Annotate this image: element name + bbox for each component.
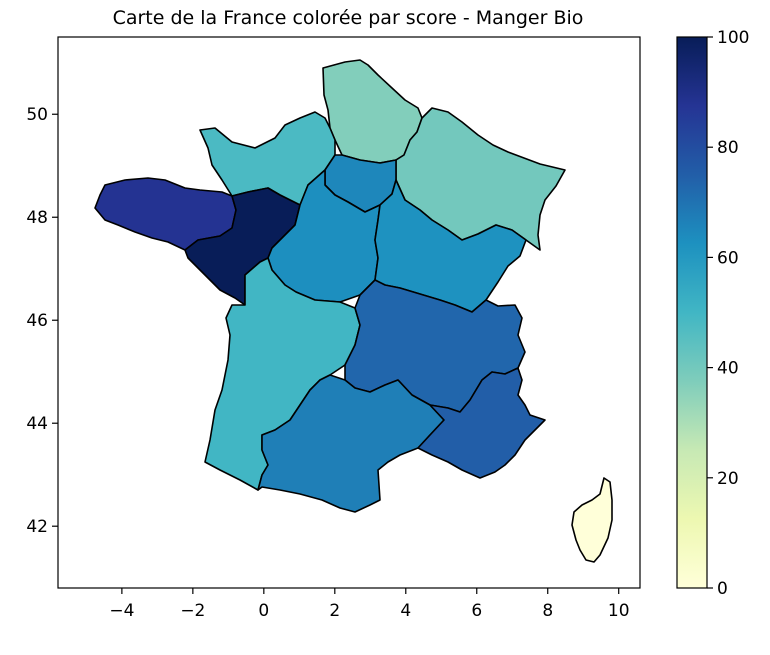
colorbar-tick-label: 100 xyxy=(717,28,749,48)
colorbar-tick-label: 60 xyxy=(717,248,739,268)
colorbar-gradient xyxy=(677,37,707,588)
colorbar: 0 20 40 60 80 100 xyxy=(676,28,749,599)
y-tick-label: 48 xyxy=(26,208,48,228)
y-axis-ticks: 42 44 46 48 50 xyxy=(26,105,58,537)
y-tick-label: 50 xyxy=(26,105,48,125)
region-corse xyxy=(571,477,613,563)
x-tick-label: 6 xyxy=(471,601,482,621)
x-tick-label: 2 xyxy=(329,601,340,621)
x-tick-label: 10 xyxy=(608,601,630,621)
x-tick-label: −4 xyxy=(109,601,134,621)
x-axis-ticks: −4 −2 0 2 4 6 8 10 xyxy=(109,588,630,621)
colorbar-frame xyxy=(676,36,708,589)
x-tick-label: −2 xyxy=(180,601,205,621)
region-provence-alpes-cote-d-azur xyxy=(417,367,546,479)
map-title: Carte de la France colorée par score - M… xyxy=(113,7,584,29)
x-tick-label: 8 xyxy=(542,601,553,621)
y-tick-label: 42 xyxy=(26,517,48,537)
x-tick-label: 0 xyxy=(258,601,269,621)
x-tick-label: 4 xyxy=(400,601,411,621)
colorbar-ticks: 0 20 40 60 80 100 xyxy=(707,28,749,599)
colorbar-tick-label: 80 xyxy=(717,138,739,158)
colorbar-tick-label: 20 xyxy=(717,469,739,489)
axes-frame xyxy=(57,36,641,589)
y-tick-label: 46 xyxy=(26,311,48,331)
colorbar-tick-label: 40 xyxy=(717,359,739,379)
map-regions xyxy=(94,59,613,563)
colorbar-tick-label: 0 xyxy=(717,579,728,599)
y-tick-label: 44 xyxy=(26,414,48,434)
